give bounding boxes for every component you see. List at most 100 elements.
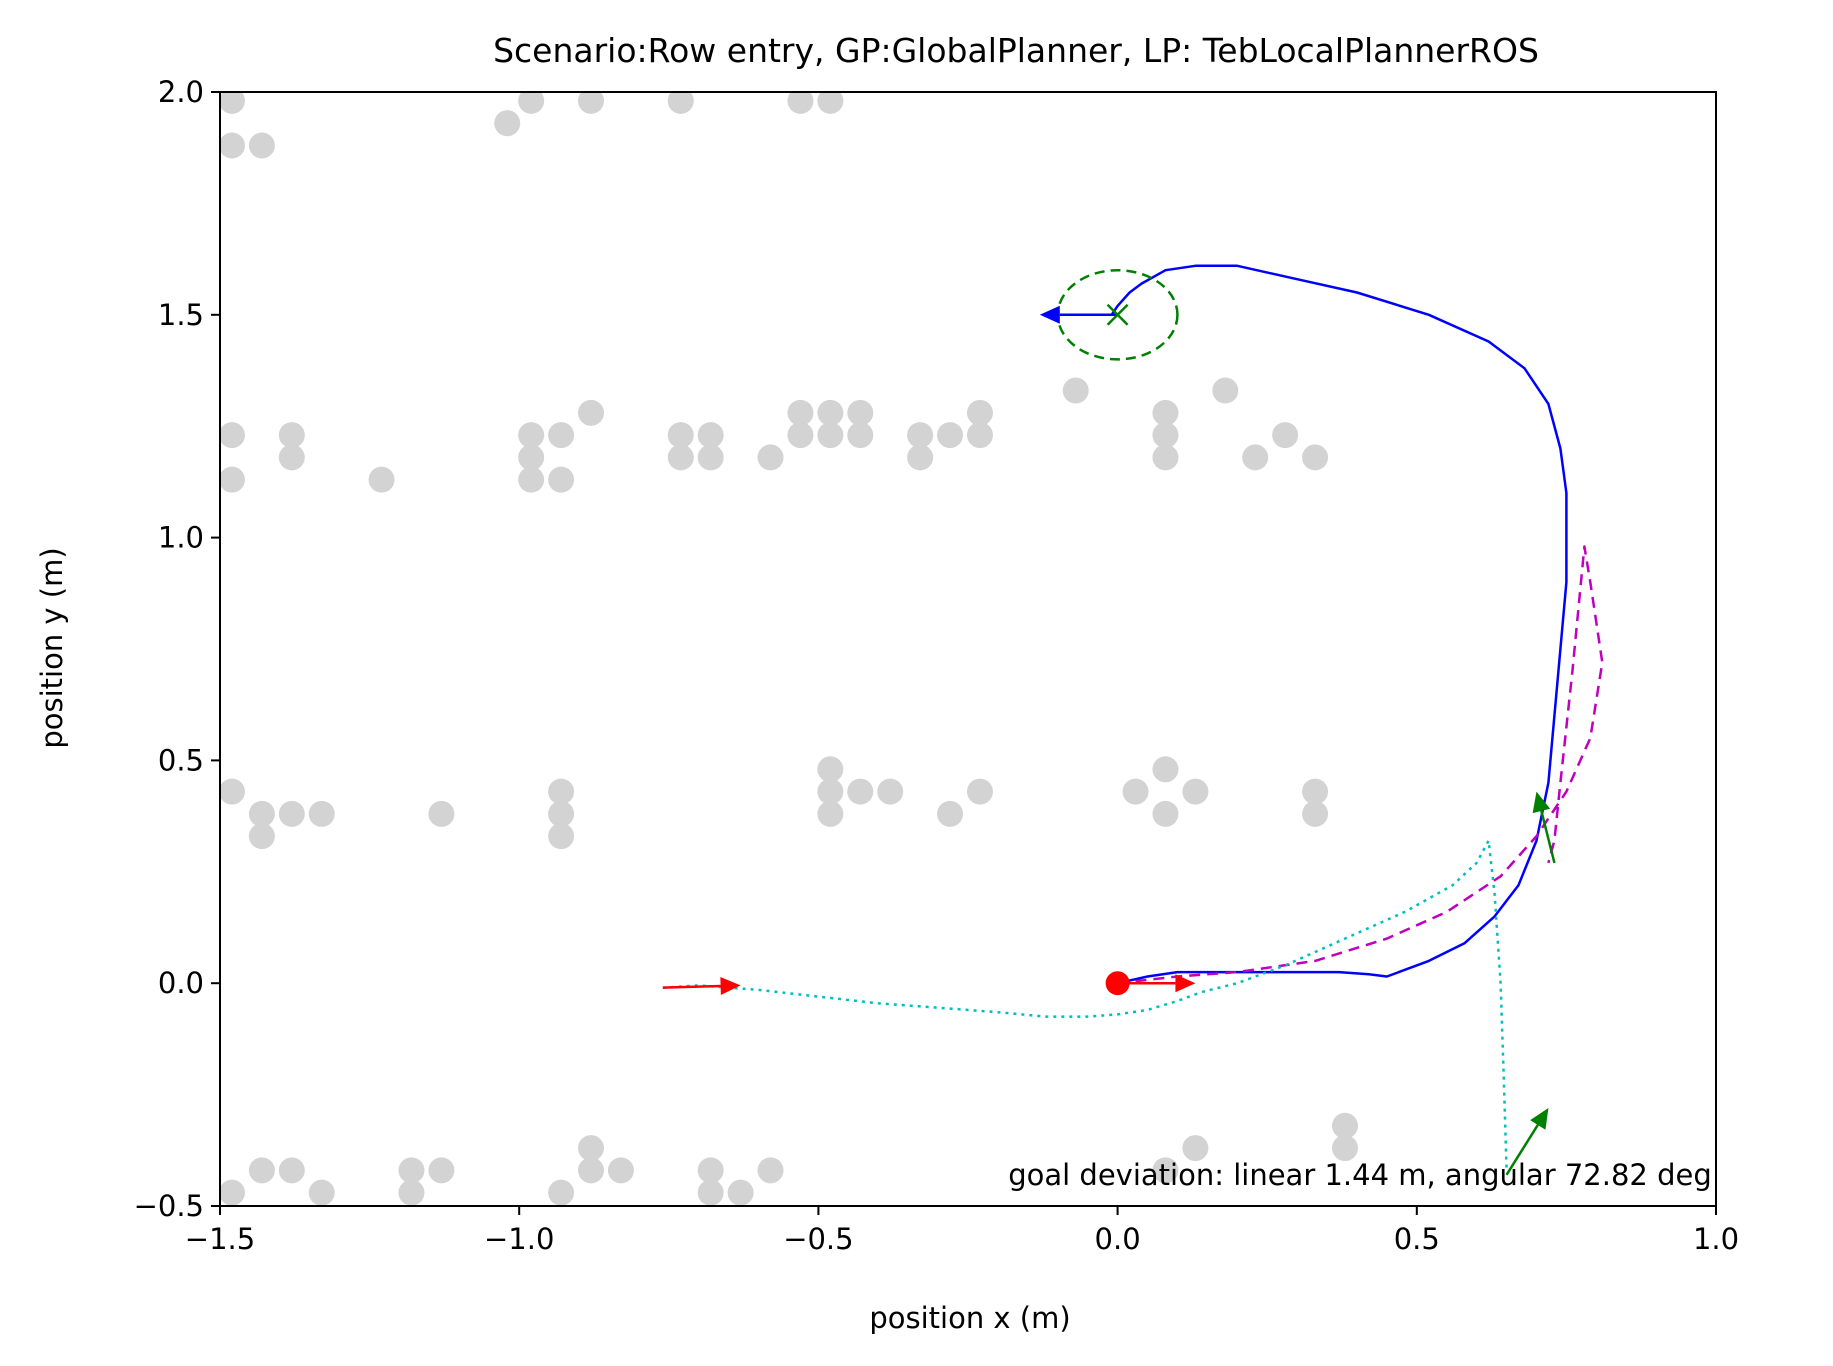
pose-arrow-head <box>1532 791 1551 814</box>
obstacle-point <box>248 823 275 850</box>
obstacle-point <box>278 444 305 471</box>
obstacle-point <box>697 1179 724 1206</box>
pose-arrow-head <box>1530 1107 1549 1130</box>
goal-marker-stroke <box>1106 303 1129 326</box>
obstacle-point <box>220 132 245 159</box>
obstacle-point <box>548 800 575 827</box>
pose-arrow <box>662 977 741 995</box>
obstacle-point <box>518 422 545 449</box>
x-tick-label: 0.5 <box>1394 1222 1440 1256</box>
obstacle-point <box>578 399 605 426</box>
obstacle-point <box>1152 399 1179 426</box>
obstacle-point <box>578 1157 605 1184</box>
obstacle-point <box>607 1157 634 1184</box>
obstacle-point <box>907 422 934 449</box>
y-tick-label: 1.5 <box>158 298 204 332</box>
obstacle-point <box>1212 377 1239 404</box>
obstacle-point <box>1182 1135 1209 1162</box>
odometry-line <box>662 839 1508 1171</box>
obstacle-point <box>817 92 844 114</box>
obstacle-point <box>248 132 275 159</box>
obstacle-point <box>548 778 575 805</box>
x-tick-label: −1.0 <box>484 1222 554 1256</box>
obstacle-point <box>907 444 934 471</box>
obstacle-point <box>757 1157 784 1184</box>
obstacle-point <box>966 399 993 426</box>
obstacle-point <box>518 444 545 471</box>
pose-arrow-shaft <box>1505 1124 1539 1176</box>
y-tick-label: −0.5 <box>134 1189 204 1223</box>
obstacle-point <box>518 466 545 493</box>
obstacle-point <box>1152 1157 1179 1184</box>
y-tick-label: 0.0 <box>158 966 204 1000</box>
obstacle-point <box>757 444 784 471</box>
start-marker <box>1105 971 1130 996</box>
obstacle-point <box>220 466 245 493</box>
obstacle-point <box>1302 778 1329 805</box>
pose-arrow <box>1505 1107 1549 1176</box>
x-tick-label: −1.5 <box>185 1222 255 1256</box>
obstacle-point <box>1302 444 1329 471</box>
pose-arrow-shaft <box>662 984 721 989</box>
obstacle-point <box>697 1157 724 1184</box>
obstacle-point <box>548 823 575 850</box>
x-tick-label: 0.0 <box>1095 1222 1141 1256</box>
obstacle-point <box>278 422 305 449</box>
obstacle-point <box>847 399 874 426</box>
obstacle-point <box>667 92 694 114</box>
pose-arrow-head <box>1039 305 1060 324</box>
obstacle-point <box>937 800 964 827</box>
obstacle-point <box>578 1135 605 1162</box>
obstacle-point <box>847 778 874 805</box>
obstacle-point <box>1152 444 1179 471</box>
obstacle-point <box>308 800 335 827</box>
obstacle-point <box>667 422 694 449</box>
y-tick-label: 1.0 <box>158 521 204 555</box>
obstacle-point <box>966 778 993 805</box>
obstacle-point <box>428 800 455 827</box>
obstacle-point <box>787 92 814 114</box>
obstacle-point <box>787 422 814 449</box>
obstacle-point <box>787 399 814 426</box>
obstacle-point <box>966 422 993 449</box>
obstacle-point <box>817 422 844 449</box>
obstacle-point <box>220 92 245 114</box>
pose-arrow-shaft <box>1540 810 1556 864</box>
obstacle-point <box>1272 422 1299 449</box>
global-plan-line <box>1117 545 1604 985</box>
obstacle-point <box>248 1157 275 1184</box>
obstacle-point <box>578 92 605 114</box>
axes-frame <box>219 91 1717 1207</box>
pose-arrow <box>1039 305 1118 324</box>
pose-arrow <box>1532 791 1556 864</box>
obstacle-point <box>220 422 245 449</box>
chart-title: Scenario:Row entry, GP:GlobalPlanner, LP… <box>493 31 1539 70</box>
x-tick-label: 1.0 <box>1693 1222 1739 1256</box>
obstacle-point <box>548 422 575 449</box>
obstacle-point <box>220 1179 245 1206</box>
obstacle-point <box>278 1157 305 1184</box>
obstacle-point <box>877 778 904 805</box>
y-axis-label: position y (m) <box>35 547 69 748</box>
obstacle-point <box>308 1179 335 1206</box>
obstacle-point <box>1302 800 1329 827</box>
obstacle-point <box>817 800 844 827</box>
obstacle-point <box>398 1157 425 1184</box>
obstacle-point <box>1062 377 1089 404</box>
x-tick-label: −0.5 <box>783 1222 853 1256</box>
obstacle-point <box>428 1157 455 1184</box>
obstacle-point <box>548 1179 575 1206</box>
obstacle-point <box>817 778 844 805</box>
obstacle-point <box>1152 422 1179 449</box>
obstacle-point <box>368 466 395 493</box>
obstacle-point <box>667 444 694 471</box>
obstacle-point <box>248 800 275 827</box>
pose-arrow-head <box>720 977 741 995</box>
y-tick-label: 2.0 <box>158 75 204 109</box>
obstacle-point <box>1331 1135 1358 1162</box>
obstacle-point <box>847 422 874 449</box>
y-tick-label: 0.5 <box>158 743 204 777</box>
obstacle-point <box>697 422 724 449</box>
